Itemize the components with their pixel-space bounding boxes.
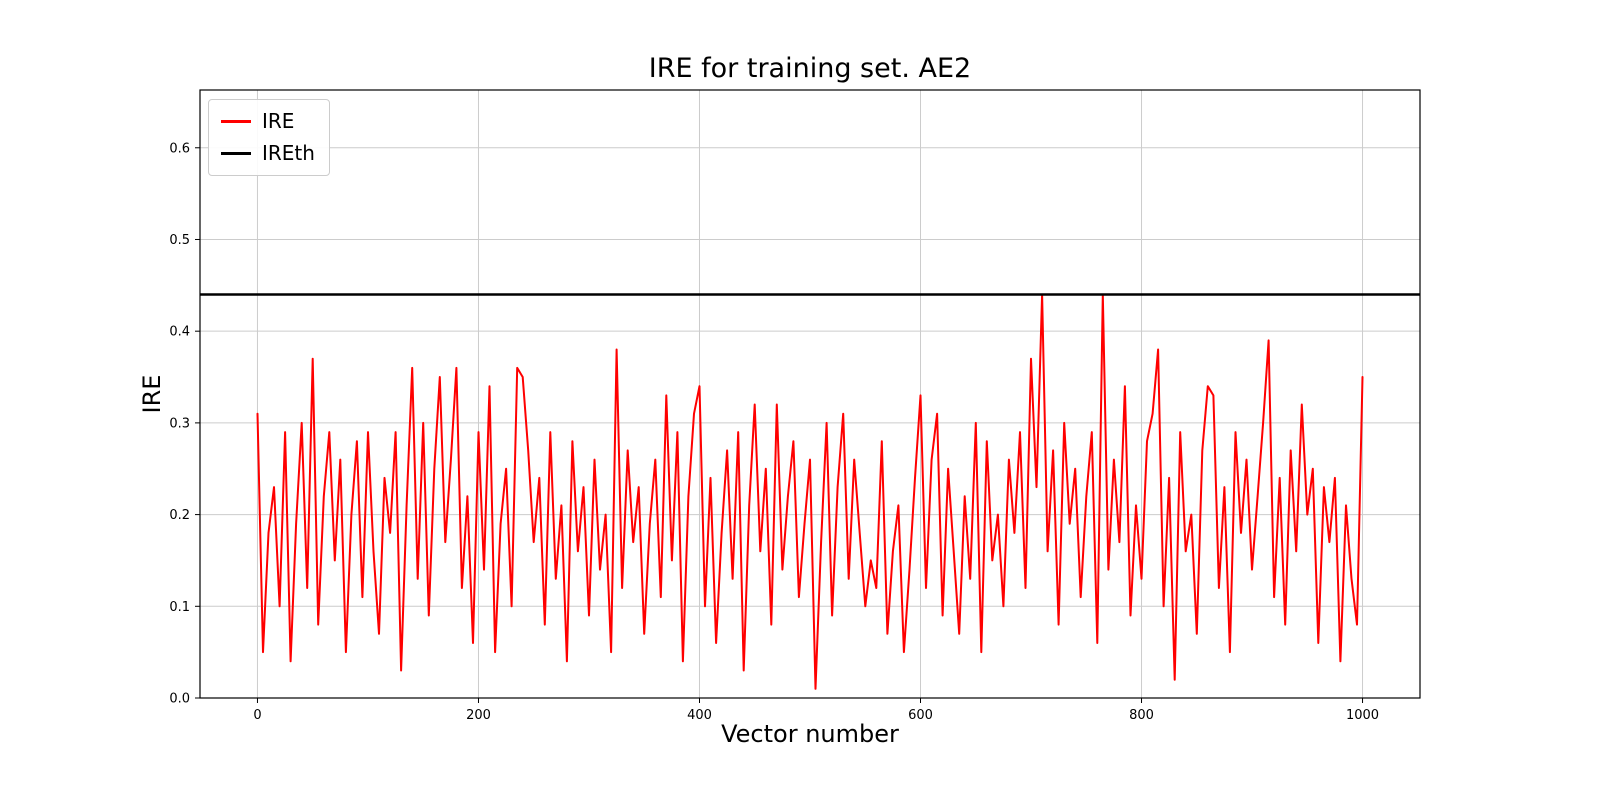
- y-tick-label: 0.5: [169, 233, 190, 248]
- x-tick-label: 200: [466, 708, 491, 723]
- tick-labels: 0 200 400 600 800 1000 0.0 0.1 0.2 0.3 0.4 0.5 0.6: [169, 141, 1379, 723]
- y-tick-label: 0.0: [169, 692, 190, 707]
- y-tick-label: 0.4: [169, 325, 190, 340]
- y-axis-label: IRE: [138, 374, 166, 414]
- x-tick-label: 0: [253, 708, 261, 723]
- chart-title: IRE for training set. AE2: [648, 53, 972, 84]
- x-tick-label: 800: [1129, 708, 1154, 723]
- ire-line: [256, 293, 1364, 690]
- legend-item-ire: IRE: [221, 109, 315, 133]
- x-tick-label: 400: [687, 708, 712, 723]
- legend-label-ireth: IREth: [262, 141, 315, 165]
- grid-lines: [200, 90, 1420, 699]
- legend-line-ire-icon: [221, 119, 251, 123]
- y-tick-label: 0.1: [169, 600, 190, 615]
- x-tick-label: 1000: [1346, 708, 1379, 723]
- y-tick-label: 0.3: [169, 416, 190, 431]
- legend-line-ireth-icon: [221, 151, 251, 155]
- data-series: [200, 293, 1420, 690]
- y-tick-label: 0.2: [169, 508, 190, 523]
- legend-label-ire: IRE: [262, 109, 295, 133]
- x-tick-label: 600: [908, 708, 933, 723]
- legend: IRE IREth: [208, 99, 330, 176]
- x-axis-label: Vector number: [721, 720, 899, 748]
- legend-item-ireth: IREth: [221, 141, 315, 165]
- axes-frame: [199, 89, 1421, 699]
- y-tick-label: 0.6: [169, 141, 190, 156]
